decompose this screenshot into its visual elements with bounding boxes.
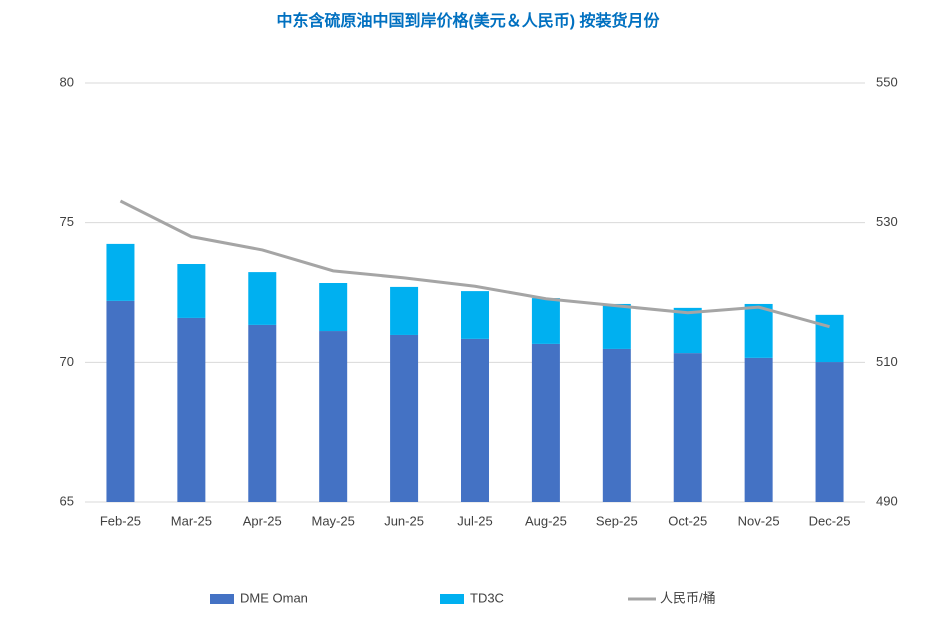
bar [461, 291, 489, 339]
x-tick-label: Jul-25 [457, 513, 492, 528]
bar [744, 303, 773, 358]
bar [106, 300, 135, 502]
bar [673, 353, 702, 502]
bar [319, 331, 348, 502]
x-tick-label: Jun-25 [384, 513, 424, 528]
x-tick-label: Oct-25 [668, 513, 707, 528]
bar [319, 283, 348, 332]
x-tick-label: Apr-25 [243, 513, 282, 528]
line [119, 199, 830, 329]
bar [177, 317, 206, 502]
bar [602, 348, 631, 502]
x-tick-label: Mar-25 [171, 513, 212, 528]
y-tick-label: 65 [60, 493, 74, 508]
bar [744, 357, 773, 502]
x-tick-label: May-25 [312, 513, 355, 528]
x-tick-label: Nov-25 [738, 513, 780, 528]
bar [390, 286, 419, 335]
chart-title: 中东含硫原油中国到岸价格(美元＆人民币) 按装货月份 [276, 11, 660, 30]
x-tick-label: Sep-25 [596, 513, 638, 528]
legend-label: DME Oman [240, 590, 308, 605]
y2-tick-label: 530 [876, 214, 898, 229]
legend-label: 人民币/桶 [660, 590, 716, 605]
y2-tick-label: 510 [876, 354, 898, 369]
x-tick-label: Feb-25 [100, 513, 141, 528]
y-tick-label: 75 [60, 214, 74, 229]
bar [815, 362, 844, 502]
bar [461, 338, 489, 502]
legend-swatch [210, 594, 234, 604]
y2-tick-label: 490 [876, 493, 898, 508]
x-tick-label: Dec-25 [809, 513, 851, 528]
y2-tick-label: 550 [876, 74, 898, 89]
bar [531, 298, 560, 344]
bar [390, 334, 419, 502]
bar [602, 303, 631, 349]
y-tick-label: 80 [60, 74, 74, 89]
bar [106, 243, 135, 301]
legend-swatch [440, 594, 464, 604]
bar [248, 272, 277, 325]
legend-label: TD3C [470, 590, 504, 605]
y-tick-label: 70 [60, 354, 74, 369]
bar [177, 264, 206, 318]
bar [531, 343, 560, 502]
bar [815, 314, 844, 363]
bar [673, 307, 702, 354]
bar [248, 324, 277, 502]
x-tick-label: Aug-25 [525, 513, 567, 528]
